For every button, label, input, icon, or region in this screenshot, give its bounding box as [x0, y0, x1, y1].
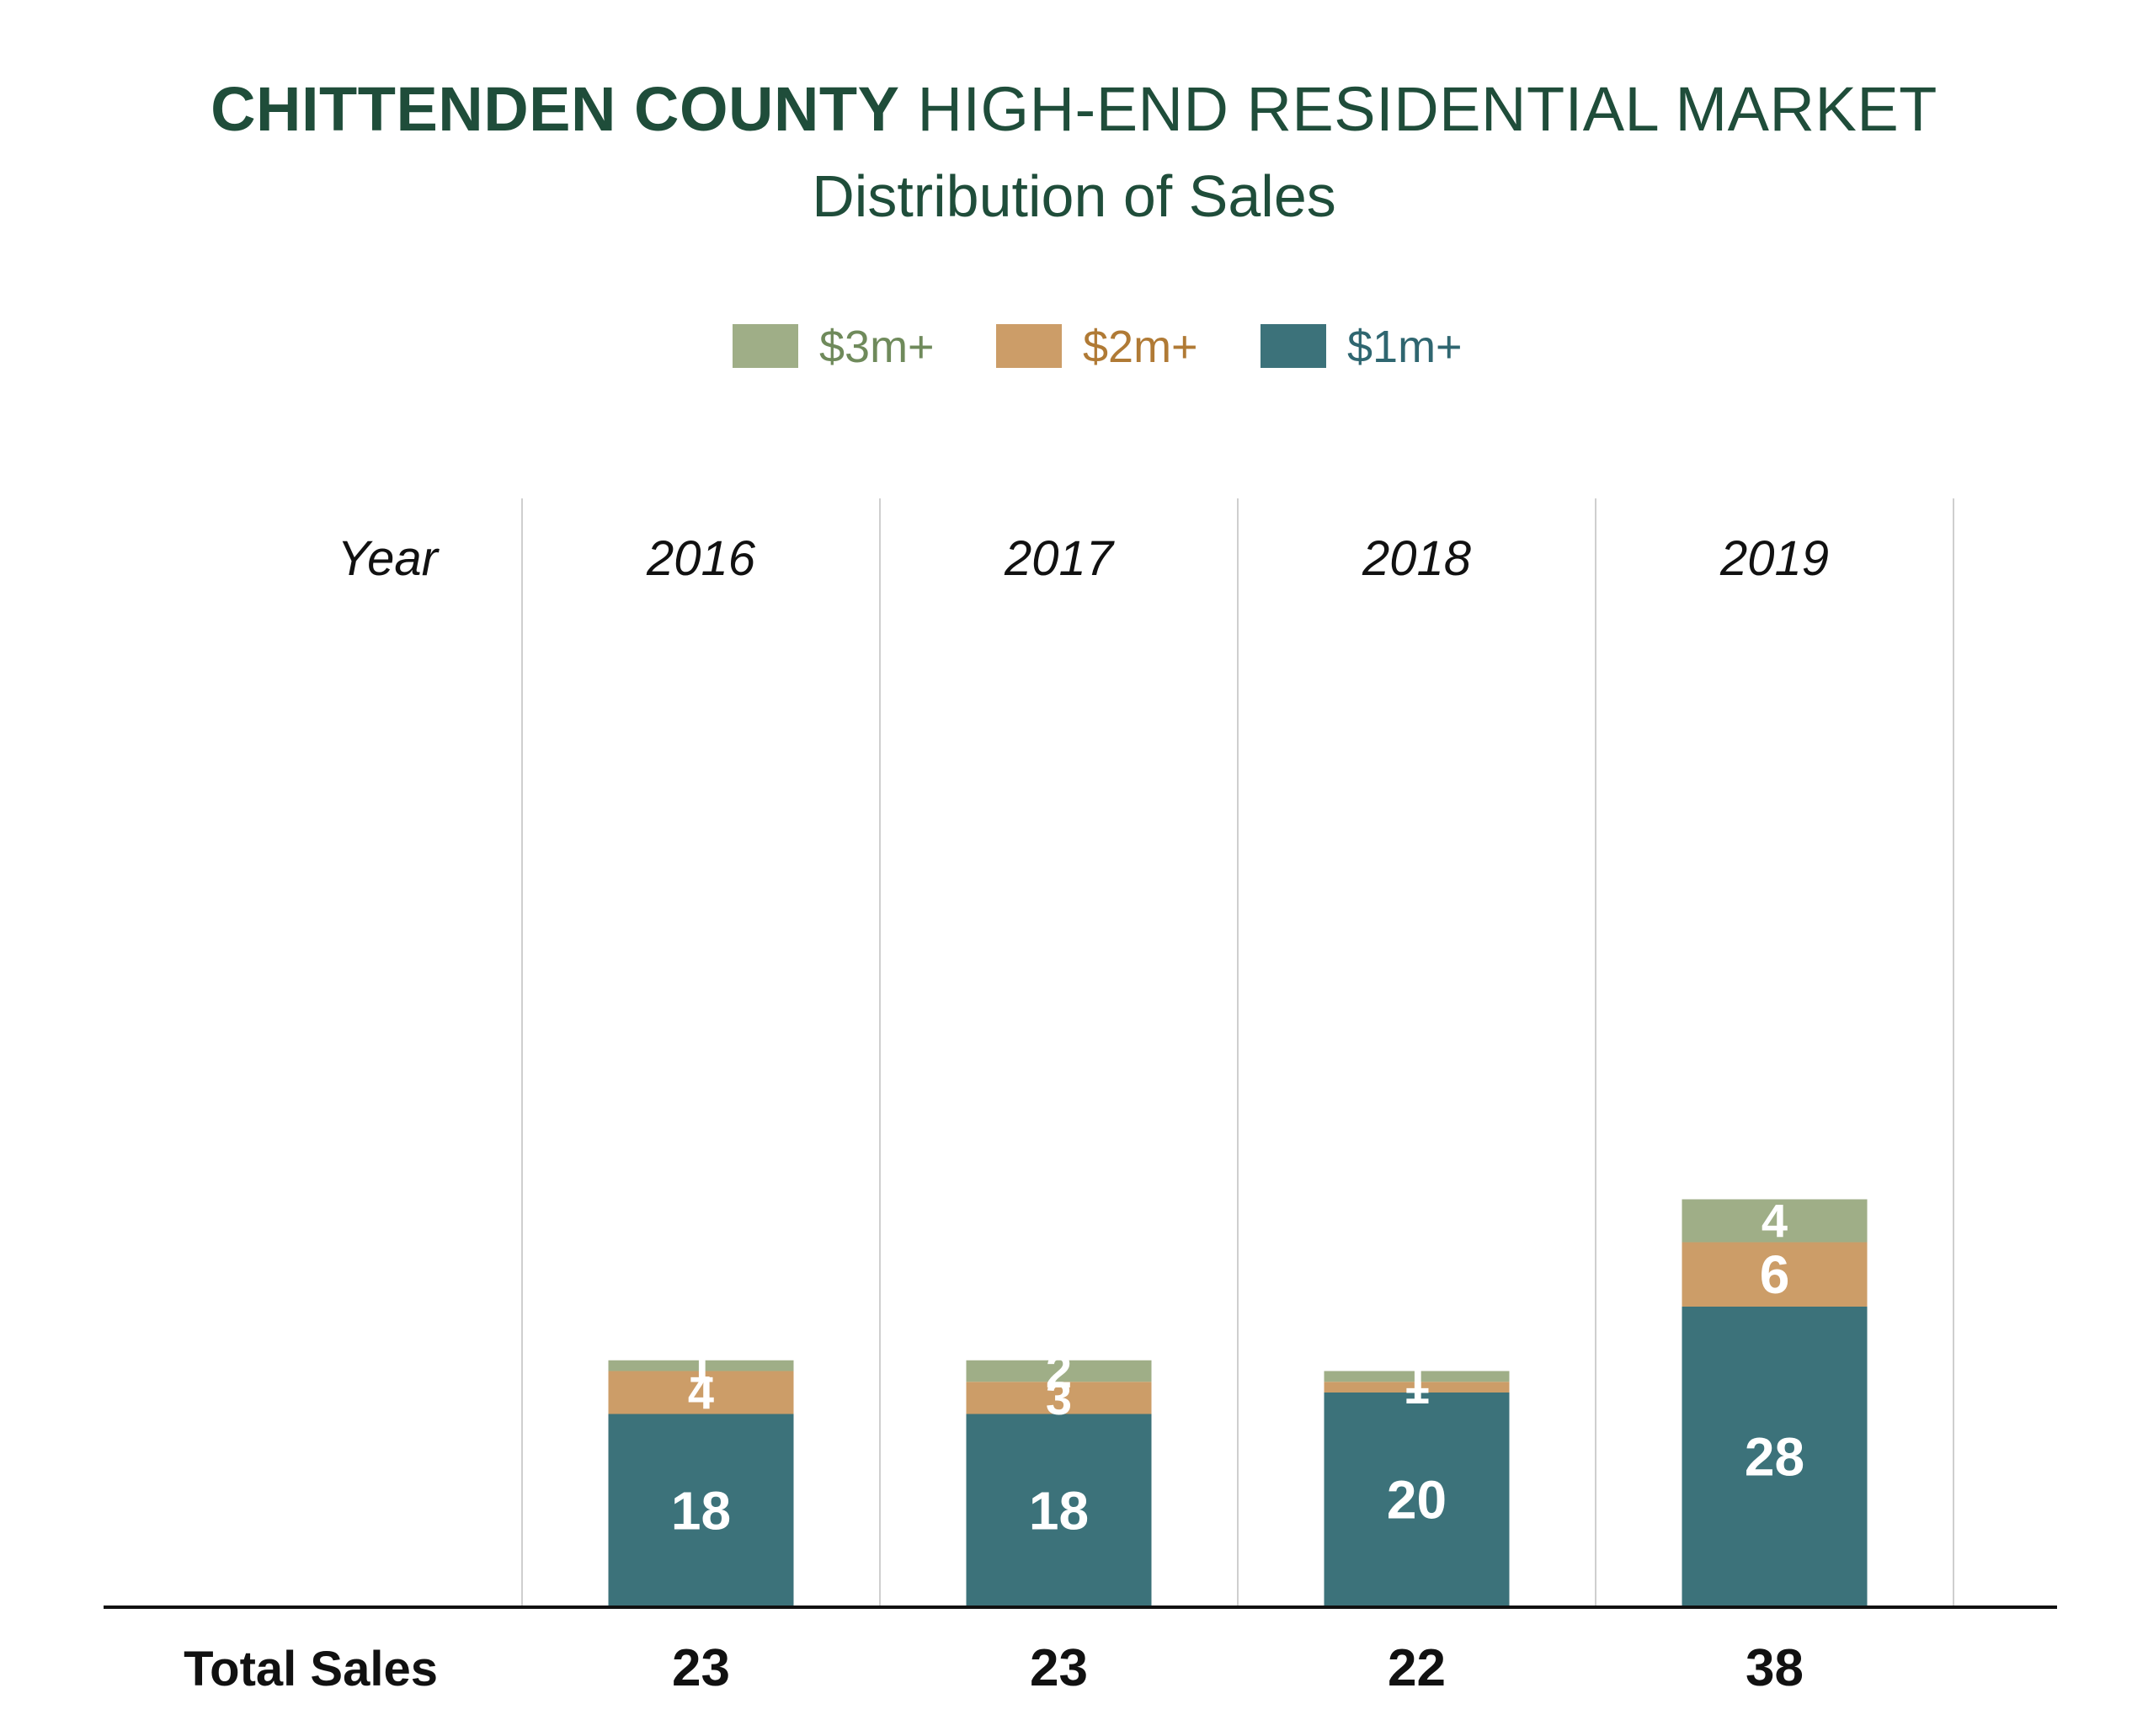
legend-swatch-2m	[996, 324, 1062, 368]
column-dividers	[521, 498, 1954, 1606]
total-sales-row: Total Sales 23 23 22 38	[184, 1639, 1804, 1697]
legend-swatch-1m	[1261, 324, 1326, 368]
bar-segment-3m-2019	[1682, 1199, 1868, 1243]
legend-label-2m: $2m+	[1083, 322, 1198, 372]
bar-segment-2m-2019	[1682, 1242, 1868, 1307]
data-label-3m-2017: 2	[1046, 1345, 1072, 1398]
bar-segment-1m-2017	[966, 1414, 1152, 1607]
bar-segment-2m-2017	[966, 1382, 1152, 1414]
bar-segment-2m-2018	[1324, 1382, 1510, 1393]
year-header-2018: 2018	[1362, 531, 1471, 586]
bar-segment-3m-2017	[966, 1360, 1152, 1382]
bar-segment-2m-2016	[608, 1371, 794, 1414]
data-label-2m-2018: 1	[1404, 1361, 1430, 1414]
total-sales-label: Total Sales	[184, 1642, 438, 1696]
total-sales-2018: 22	[1388, 1639, 1446, 1697]
bar-segment-3m-2016	[608, 1360, 794, 1371]
legend-label-3m: $3m+	[819, 322, 935, 372]
bar-segment-1m-2018	[1324, 1393, 1510, 1607]
total-sales-2016: 23	[672, 1639, 730, 1697]
bar-segment-1m-2019	[1682, 1307, 1868, 1607]
data-label-3m-2018: 1	[1404, 1350, 1430, 1403]
year-header-2016: 2016	[646, 531, 756, 586]
data-label-1m-2019: 28	[1745, 1427, 1804, 1488]
data-label-1m-2018: 20	[1387, 1470, 1447, 1531]
chart-title: CHITTENDEN COUNTY HIGH-END RESIDENTIAL M…	[0, 72, 2148, 147]
data-label-2m-2019: 6	[1760, 1244, 1790, 1305]
legend-label-1m: $1m+	[1347, 322, 1463, 372]
bar-segment-1m-2016	[608, 1414, 794, 1607]
data-label-2m-2016: 4	[688, 1366, 714, 1419]
year-header-2019: 2019	[1719, 531, 1829, 586]
legend: $3m+ $2m+ $1m+	[733, 322, 1463, 372]
data-label-1m-2017: 18	[1029, 1480, 1089, 1541]
year-header-label: Year	[338, 531, 440, 586]
data-label-3m-2016: 1	[688, 1339, 714, 1393]
chart-title-rest: HIGH-END RESIDENTIAL MARKET	[917, 74, 1937, 144]
legend-swatch-3m	[733, 324, 798, 368]
total-sales-2017: 23	[1030, 1639, 1088, 1697]
bar-segment-3m-2018	[1324, 1371, 1510, 1382]
data-label-1m-2016: 18	[671, 1480, 731, 1541]
data-label-3m-2019: 4	[1762, 1195, 1788, 1248]
total-sales-2019: 38	[1746, 1639, 1804, 1697]
chart-title-bold: CHITTENDEN COUNTY	[211, 74, 900, 144]
year-header-2017: 2017	[1004, 531, 1116, 586]
year-headers: Year 2016 2017 2018 2019	[338, 531, 1829, 586]
chart-subtitle: Distribution of Sales	[812, 163, 1336, 229]
